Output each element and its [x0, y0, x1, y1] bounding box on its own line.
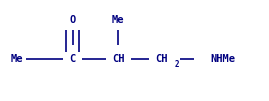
Text: NHMe: NHMe	[211, 54, 236, 64]
Text: Me: Me	[11, 54, 23, 64]
Text: 2: 2	[174, 60, 179, 69]
Text: O: O	[69, 15, 76, 25]
Text: Me: Me	[112, 15, 125, 25]
Text: CH: CH	[155, 54, 168, 64]
Text: CH: CH	[112, 54, 125, 64]
Text: C: C	[69, 54, 76, 64]
